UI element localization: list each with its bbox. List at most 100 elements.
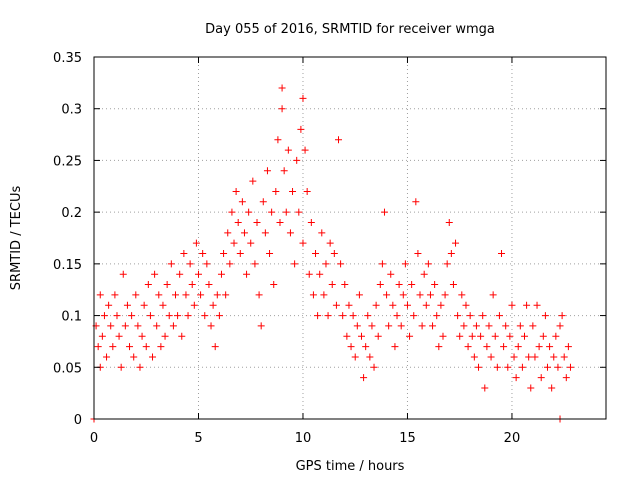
data-point (149, 353, 157, 361)
data-point (163, 281, 171, 289)
data-point (303, 187, 311, 195)
data-point (103, 353, 111, 361)
data-point (458, 291, 466, 299)
data-point (305, 270, 313, 278)
data-point (180, 250, 188, 258)
data-point (255, 291, 263, 299)
data-point (523, 301, 531, 309)
data-point (282, 208, 290, 216)
data-point (408, 281, 416, 289)
data-point (230, 239, 238, 247)
data-point (134, 322, 142, 330)
data-point (123, 301, 131, 309)
data-point (502, 322, 510, 330)
plot-frame (93, 56, 607, 420)
data-point (236, 250, 244, 258)
data-point (126, 343, 134, 351)
data-point (318, 229, 326, 237)
tick-labels: 0 5 10 15 20 0 0.05 0.1 0.15 0.2 0.25 0.3 0.35 (53, 51, 520, 446)
data-point (429, 322, 437, 330)
data-point (207, 322, 215, 330)
data-point (441, 291, 449, 299)
data-point (460, 322, 468, 330)
data-point (330, 250, 338, 258)
data-point (272, 187, 280, 195)
data-point (414, 250, 422, 258)
data-point (437, 301, 445, 309)
data-point (192, 239, 200, 247)
data-point (376, 281, 384, 289)
data-point (362, 343, 370, 351)
data-point (341, 281, 349, 289)
data-point (232, 187, 240, 195)
data-point (274, 136, 282, 144)
data-point (560, 353, 568, 361)
data-point (357, 332, 365, 340)
data-point (487, 353, 495, 361)
data-point (475, 363, 483, 371)
data-point (259, 198, 267, 206)
data-point (343, 332, 351, 340)
data-point (347, 343, 355, 351)
data-point (416, 291, 424, 299)
data-point (433, 312, 441, 320)
data-point (374, 332, 382, 340)
data-point (172, 291, 180, 299)
data-point (399, 291, 407, 299)
y-tick-label: 0.35 (53, 51, 82, 66)
data-point (178, 332, 186, 340)
data-point (299, 94, 307, 102)
data-point (426, 291, 434, 299)
data-point (378, 260, 386, 268)
data-point (270, 281, 278, 289)
data-point (552, 332, 560, 340)
data-point (301, 146, 309, 154)
data-point (320, 291, 328, 299)
data-point (431, 281, 439, 289)
data-point (205, 281, 213, 289)
data-point (435, 343, 443, 351)
data-point (483, 343, 491, 351)
x-tick-label: 20 (504, 431, 521, 446)
data-point (366, 353, 374, 361)
data-point (326, 239, 334, 247)
data-point (130, 353, 138, 361)
data-point (251, 260, 259, 268)
data-point (564, 343, 572, 351)
data-point (153, 322, 161, 330)
data-point (468, 332, 476, 340)
data-point (504, 363, 512, 371)
data-point (449, 281, 457, 289)
data-point (224, 229, 232, 237)
data-point (312, 250, 320, 258)
data-point (470, 353, 478, 361)
data-point (472, 322, 480, 330)
x-tick-label: 5 (194, 431, 202, 446)
data-point (220, 250, 228, 258)
data-point (161, 332, 169, 340)
data-points (90, 84, 574, 423)
data-point (167, 260, 175, 268)
data-point (491, 332, 499, 340)
data-point (155, 291, 163, 299)
data-point (203, 260, 211, 268)
data-point (159, 301, 167, 309)
data-point (401, 260, 409, 268)
data-point (217, 270, 225, 278)
data-point (345, 301, 353, 309)
data-point (121, 322, 129, 330)
data-point (525, 353, 533, 361)
data-point (197, 291, 205, 299)
data-point (188, 281, 196, 289)
data-point (142, 343, 150, 351)
data-point (316, 270, 324, 278)
data-point (479, 312, 487, 320)
data-point (360, 374, 368, 382)
data-point (395, 281, 403, 289)
data-point (550, 353, 558, 361)
data-point (245, 208, 253, 216)
data-point (506, 332, 514, 340)
data-point (291, 260, 299, 268)
data-point (385, 322, 393, 330)
data-point (184, 312, 192, 320)
